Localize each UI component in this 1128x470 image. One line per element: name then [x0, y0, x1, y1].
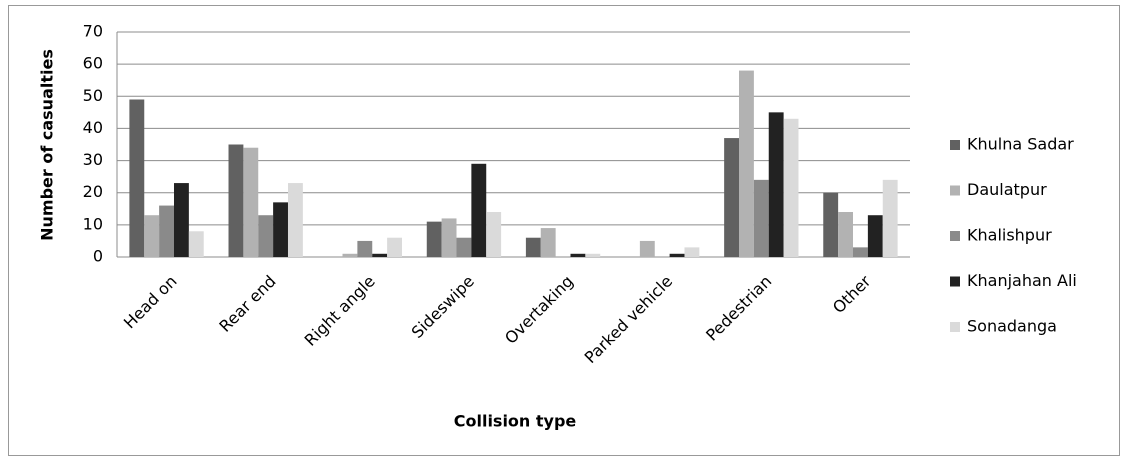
bar — [188, 231, 204, 257]
bar — [739, 70, 754, 257]
bar — [838, 212, 854, 257]
legend-label: Khalishpur — [967, 226, 1052, 245]
bar — [525, 237, 541, 257]
bar — [783, 118, 799, 258]
bar — [342, 253, 358, 257]
bar — [144, 215, 160, 257]
y-tick-label: 20 — [83, 182, 103, 201]
bar — [753, 179, 769, 257]
legend-swatch — [950, 322, 960, 332]
bar — [456, 237, 472, 257]
bar — [823, 192, 839, 257]
bar — [228, 144, 244, 257]
bar — [173, 183, 189, 257]
bar — [273, 202, 288, 257]
chart-frame — [8, 5, 1120, 456]
bar — [768, 112, 784, 257]
legend-label: Daulatpur — [967, 180, 1047, 199]
bar — [258, 215, 274, 257]
bar — [724, 138, 740, 257]
legend-swatch — [950, 140, 960, 150]
bar — [570, 253, 586, 257]
bar — [287, 183, 303, 257]
bar — [471, 163, 487, 257]
legend-swatch — [950, 185, 960, 196]
y-tick-label: 0 — [93, 247, 103, 266]
y-tick-label: 30 — [83, 150, 103, 169]
y-tick-label: 70 — [83, 22, 103, 41]
legend-swatch — [950, 231, 960, 241]
x-axis-title: Collision type — [454, 412, 577, 431]
legend-label: Sonadanga — [967, 317, 1057, 336]
bar — [867, 215, 883, 257]
y-tick-label: 10 — [83, 214, 103, 233]
bar — [387, 237, 402, 257]
y-tick-label: 50 — [83, 86, 103, 105]
bar — [357, 240, 373, 257]
y-tick-label: 40 — [83, 118, 103, 137]
bar — [882, 179, 898, 257]
bar — [486, 212, 502, 257]
legend-label: Khanjahan Ali — [967, 271, 1077, 290]
bar — [129, 99, 145, 257]
bar — [853, 247, 868, 257]
bar — [540, 228, 556, 257]
bar — [243, 147, 259, 257]
legend-swatch — [950, 276, 960, 287]
bar — [684, 247, 700, 257]
y-axis-title: Number of casualties — [38, 49, 57, 241]
bar — [585, 253, 601, 257]
y-tick-label: 60 — [83, 54, 103, 73]
legend-label: Khulna Sadar — [967, 135, 1074, 154]
bar — [441, 218, 457, 257]
bar — [426, 221, 442, 257]
bar — [639, 240, 655, 257]
bar — [669, 253, 685, 257]
bar — [159, 205, 174, 257]
bar — [372, 253, 388, 257]
